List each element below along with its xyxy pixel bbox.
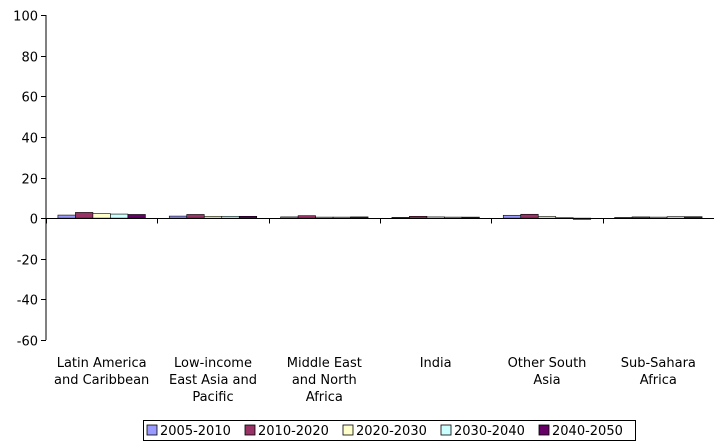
y-tick-label: 40 (21, 132, 38, 147)
legend-item: 2005-2010 (146, 424, 231, 439)
bar (666, 216, 685, 219)
y-tick-label: 80 (21, 51, 38, 66)
legend: 2005-2010 2010-2020 2020-2030 2030-2040 2040… (143, 420, 636, 441)
legend-swatch (342, 424, 354, 436)
bar (75, 212, 94, 219)
category-label: India (420, 356, 452, 371)
legend-item: 2040-2050 (538, 424, 623, 439)
x-axis: Latin America and Caribbean Low-income East… (46, 218, 714, 405)
bar (520, 213, 539, 219)
bar (461, 216, 480, 219)
legend-item: 2030-2040 (440, 424, 525, 439)
legend-swatch (146, 424, 158, 436)
y-axis: -60 -40 -20 0 20 40 60 80 100 (13, 10, 47, 350)
bars (57, 212, 703, 220)
bar (649, 216, 668, 219)
bar (110, 213, 129, 219)
y-tick-label: 100 (13, 10, 38, 25)
category-label: Other South Asia (508, 356, 587, 388)
bar (280, 216, 299, 219)
legend-swatch (440, 424, 452, 436)
bar (426, 216, 445, 219)
y-tick-label: 60 (21, 91, 38, 106)
bar (315, 216, 334, 219)
bar (186, 214, 205, 219)
bar (297, 215, 316, 219)
bar (127, 214, 146, 219)
bar (168, 215, 188, 219)
bar (502, 214, 522, 219)
legend-label: 2010-2020 (258, 424, 329, 439)
y-tick-label: -40 (17, 294, 38, 309)
bar (631, 216, 650, 219)
y-tick-label: 20 (21, 173, 38, 188)
legend-swatch (538, 424, 550, 436)
legend-label: 2030-2040 (454, 424, 525, 439)
category-label: Latin America and Caribbean (54, 356, 149, 388)
bar (684, 216, 703, 219)
bar (537, 216, 557, 219)
legend-label: 2020-2030 (356, 424, 427, 439)
bar (57, 214, 76, 219)
y-tick-label: 0 (30, 213, 38, 228)
bar (409, 215, 428, 219)
bar (350, 216, 369, 219)
category-label: Sub-Sahara Africa (621, 356, 696, 388)
category-label: Low-income East Asia and Pacific (169, 356, 257, 405)
bar (203, 215, 223, 219)
legend-label: 2040-2050 (552, 424, 623, 439)
legend-item: 2010-2020 (244, 424, 329, 439)
legend-label: 2005-2010 (160, 424, 231, 439)
legend-swatch (244, 424, 256, 436)
bar (92, 213, 111, 219)
bar (238, 215, 258, 219)
legend-item: 2020-2030 (342, 424, 427, 439)
y-tick-label: -20 (17, 254, 38, 269)
category-label: Middle East and North Africa (287, 356, 362, 405)
bar (221, 215, 240, 219)
bar (444, 216, 463, 219)
y-tick-label: -60 (17, 335, 38, 350)
bar (332, 216, 351, 219)
